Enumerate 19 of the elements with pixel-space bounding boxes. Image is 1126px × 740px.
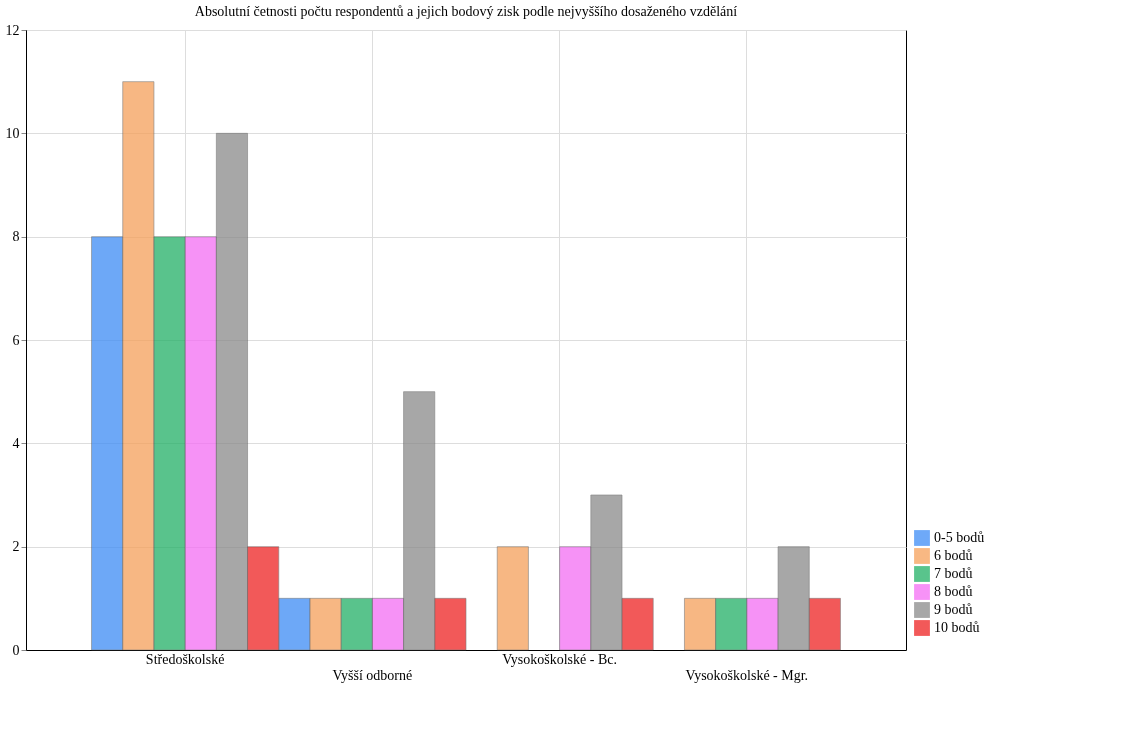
legend-label: 6 bodů — [934, 548, 973, 563]
legend-label: 0-5 bodů — [934, 530, 985, 545]
y-tick-label: 10 — [5, 125, 20, 141]
chart-title: Absolutní četnosti počtu respondentů a jejich bodový zisk podle nejvyššího dosaženého vzdělání — [194, 4, 738, 19]
y-tick-label: 4 — [12, 435, 20, 451]
y-tick-label: 6 — [12, 332, 20, 348]
legend-label: 7 bodů — [934, 566, 973, 581]
x-tick-label: Vysokoškolské - Bc. — [502, 651, 617, 667]
bar — [496, 546, 529, 651]
y-tick-label: 0 — [12, 642, 20, 658]
legend-label: 8 bodů — [934, 584, 973, 599]
y-tick-label: 2 — [12, 539, 20, 555]
x-tick-label: Středoškolské — [145, 651, 225, 667]
y-tick-label: 8 — [12, 229, 20, 245]
x-tick-label: Vysokoškolské - Mgr. — [685, 667, 809, 683]
legend-label: 10 bodů — [934, 620, 980, 635]
x-tick-label: Vyšší odborné — [332, 667, 413, 683]
legend-label: 9 bodů — [934, 602, 973, 617]
y-tick-label: 12 — [5, 22, 20, 38]
